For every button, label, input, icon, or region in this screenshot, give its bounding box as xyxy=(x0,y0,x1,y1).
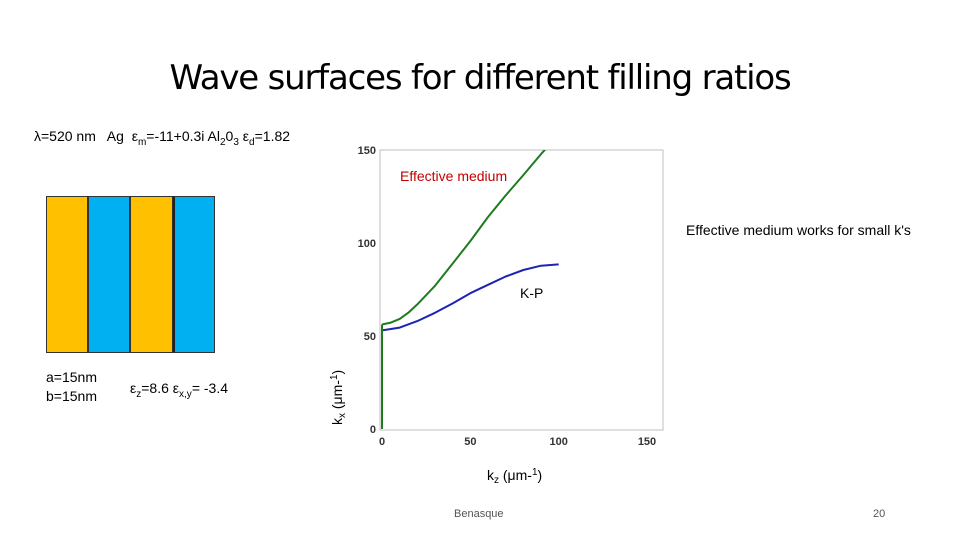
eps-m-subscript: m xyxy=(137,136,147,148)
eps-z-symbol: ε xyxy=(130,380,137,396)
footer-text: Benasque xyxy=(454,508,504,520)
effective-medium-label: Effective medium xyxy=(400,168,507,184)
eps-d-subscript: d xyxy=(249,136,255,148)
eps-xy-symbol: ε xyxy=(172,380,180,396)
y-tick-label: 100 xyxy=(358,238,376,250)
metal-layer xyxy=(130,196,173,353)
dielectric-layer xyxy=(88,196,130,353)
effective-permittivity: εz=8.6 εx,y= -3.4 xyxy=(130,380,228,400)
series-line-k-p xyxy=(381,263,559,332)
thickness-b: b=15nm xyxy=(46,388,97,404)
kp-label: K-P xyxy=(520,285,543,301)
metal-name: Ag xyxy=(106,128,124,144)
slide-title: Wave surfaces for different filling rati… xyxy=(169,58,792,98)
x-tick-labels: 0 50 100 150 xyxy=(379,436,656,448)
x-tick-label: 50 xyxy=(464,436,476,448)
material-parameters: λ=520 nm Ag εm=-11+0.3i Al203 εd=1.82 xyxy=(34,128,290,148)
y-axis-label: kx (μm-1) xyxy=(330,370,348,425)
effective-medium-note: Effective medium works for small k's xyxy=(686,222,911,238)
dielectric-layer xyxy=(173,196,215,353)
series-line-effective-medium xyxy=(381,150,547,326)
eps-z-subscript: z xyxy=(136,388,142,400)
y-tick-label: 150 xyxy=(358,145,376,157)
eps-d-symbol: ε xyxy=(242,128,250,144)
x-tick-label: 150 xyxy=(638,436,656,448)
metal-layer xyxy=(46,196,88,353)
x-tick-label: 100 xyxy=(549,436,567,448)
page-number: 20 xyxy=(873,508,886,520)
wavelength: λ=520 nm xyxy=(34,128,96,144)
dielectric-name: Al203 xyxy=(207,128,239,148)
chart-series xyxy=(381,150,559,429)
plot-area xyxy=(379,149,664,431)
x-tick-label: 0 xyxy=(379,436,385,448)
eps-xy-subscript: x,y xyxy=(179,388,192,400)
x-axis-label: kz (μm-1) xyxy=(487,467,542,486)
y-tick-labels: 0 50 100 150 xyxy=(358,145,376,436)
y-tick-label: 0 xyxy=(370,424,376,436)
eps-xy-value: = -3.4 xyxy=(191,380,229,396)
eps-z-value: =8.6 xyxy=(141,380,169,396)
thickness-a: a=15nm xyxy=(46,369,97,385)
eps-m-symbol: ε xyxy=(131,128,138,144)
eps-m-value: =-11+0.3i xyxy=(146,128,205,144)
layer-thickness-labels: a=15nm b=15nm xyxy=(46,368,97,406)
eps-d-value: =1.82 xyxy=(254,128,291,144)
y-tick-label: 50 xyxy=(364,331,376,343)
